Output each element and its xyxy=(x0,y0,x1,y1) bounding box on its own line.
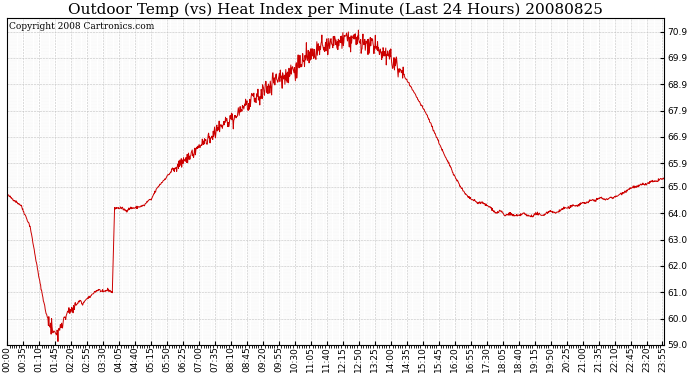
Text: Copyright 2008 Cartronics.com: Copyright 2008 Cartronics.com xyxy=(8,22,154,31)
Title: Outdoor Temp (vs) Heat Index per Minute (Last 24 Hours) 20080825: Outdoor Temp (vs) Heat Index per Minute … xyxy=(68,3,603,17)
